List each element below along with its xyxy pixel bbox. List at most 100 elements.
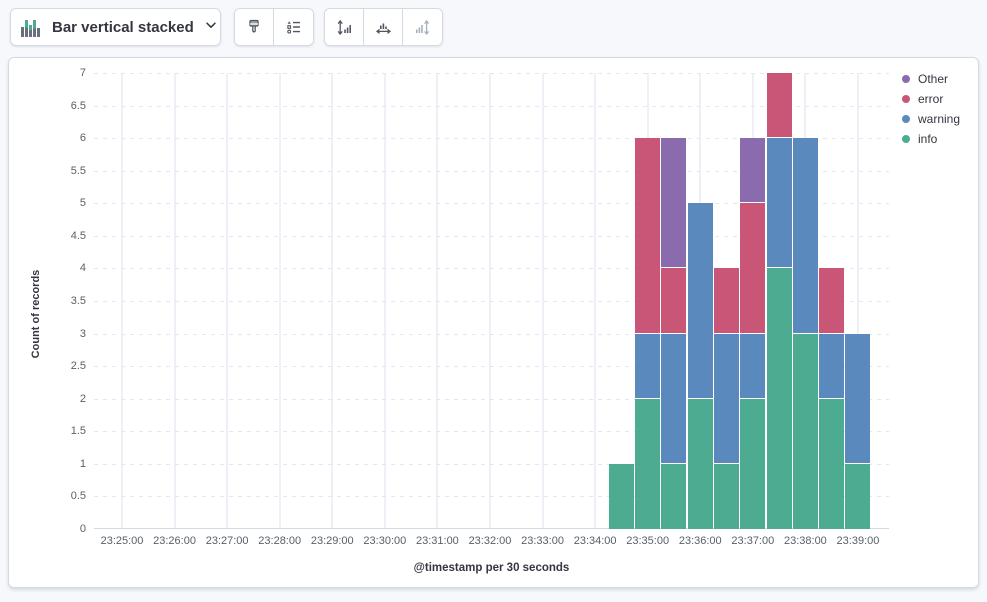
y-tick-label: 5 [79, 197, 86, 210]
y-gridline [94, 235, 889, 237]
legend-list-icon [286, 21, 300, 34]
bar-segment-info[interactable] [635, 398, 661, 529]
y-gridline [94, 463, 889, 465]
bar-segment-Other[interactable] [661, 138, 687, 269]
x-tick-label: 23:33:00 [521, 535, 564, 547]
bar-segment-warning[interactable] [661, 333, 687, 464]
bar-segment-warning[interactable] [635, 333, 661, 399]
y-tick-label: 4 [79, 262, 86, 275]
legend-dot-icon [902, 95, 910, 103]
x-tick-label: 23:34:00 [573, 535, 617, 547]
bar-segment-info[interactable] [687, 398, 713, 529]
bar-segment-error[interactable] [661, 268, 687, 334]
left-axis-button[interactable] [325, 9, 364, 45]
y-gridline [94, 203, 889, 205]
y-tick-label: 2 [79, 392, 86, 405]
x-tick-label: 23:26:00 [153, 535, 196, 547]
legend-item-warning[interactable]: warning [902, 112, 960, 126]
bar-segment-info[interactable] [766, 268, 792, 529]
y-tick-label: 0.5 [70, 490, 86, 503]
bottom-axis-button[interactable] [364, 9, 403, 45]
legend-item-info[interactable]: info [902, 132, 960, 146]
x-tick-label: 23:37:00 [731, 535, 775, 547]
x-tick-label: 23:25:00 [100, 535, 144, 547]
y-gridline [94, 170, 889, 172]
bar-segment-warning[interactable] [845, 333, 871, 464]
bar-segment-info[interactable] [661, 463, 687, 529]
y-tick-label: 7 [79, 67, 86, 79]
bar-segment-error[interactable] [766, 73, 792, 139]
y-gridline [94, 73, 889, 74]
chart-type-dropdown[interactable]: Bar vertical stacked [10, 8, 221, 46]
x-tick-label: 23:27:00 [205, 535, 249, 547]
bar-segment-info[interactable] [845, 463, 871, 529]
chart-plot-area: Count of records @timestamp per 30 secon… [30, 67, 889, 574]
y-tick-label: 0 [79, 523, 86, 535]
legend-label: Other [918, 72, 949, 86]
chart-legend: Other error warning info [902, 72, 960, 146]
bar-segment-warning[interactable] [687, 203, 713, 399]
y-tick-label: 3.5 [70, 295, 86, 307]
y-gridline [94, 333, 889, 335]
y-tick-label: 1 [79, 457, 86, 470]
legend-dot-icon [902, 135, 910, 143]
x-tick-label: 23:39:00 [836, 535, 880, 547]
chart-toolbar: Bar vertical stacked [10, 8, 443, 46]
x-tick-label: 23:32:00 [468, 535, 512, 547]
y-gridline [94, 496, 889, 498]
bar-segment-info[interactable] [819, 398, 845, 529]
bar-segment-info[interactable] [608, 463, 634, 529]
y-tick-label: 2.5 [70, 360, 86, 373]
bar-segment-error[interactable] [714, 268, 740, 334]
y-gridline [94, 398, 889, 400]
axis-left-icon [337, 19, 351, 35]
y-gridline [94, 105, 889, 107]
legend-item-other[interactable]: Other [902, 72, 960, 86]
x-tick-label: 23:29:00 [310, 535, 354, 547]
y-axis-title: Count of records [30, 269, 42, 359]
legend-label: info [918, 132, 938, 146]
y-tick-label: 1.5 [70, 425, 86, 438]
bar-segment-warning[interactable] [766, 138, 792, 269]
y-gridline [94, 301, 889, 302]
visual-options-button[interactable] [235, 9, 274, 45]
y-tick-label: 3 [79, 327, 86, 340]
legend-label: error [918, 92, 944, 106]
bar-segment-warning[interactable] [792, 138, 818, 334]
legend-settings-button[interactable] [274, 9, 313, 45]
bar-segment-error[interactable] [819, 268, 845, 334]
chart-panel: Count of records @timestamp per 30 secon… [8, 57, 979, 588]
legend-label: warning [918, 112, 961, 126]
y-gridline [94, 366, 889, 368]
x-tick-label: 23:35:00 [626, 535, 670, 547]
bar-segment-warning[interactable] [740, 333, 766, 399]
y-tick-label: 6 [79, 132, 86, 145]
bar-segment-error[interactable] [635, 138, 661, 334]
x-tick-label: 23:38:00 [783, 535, 827, 547]
y-tick-label: 6.5 [70, 99, 86, 112]
legend-dot-icon [902, 115, 910, 123]
style-button-group [234, 8, 314, 46]
chart-type-label: Bar vertical stacked [52, 18, 194, 36]
bar-segment-error[interactable] [740, 203, 766, 334]
bar-segment-info[interactable] [792, 333, 818, 529]
bar-segment-warning[interactable] [714, 333, 740, 464]
y-tick-label: 5.5 [70, 164, 86, 177]
right-axis-button [403, 9, 442, 45]
x-axis-title: @timestamp per 30 seconds [413, 562, 570, 574]
bar-vertical-stacked-icon [21, 17, 42, 37]
axis-button-group [324, 8, 443, 46]
bar-segment-warning[interactable] [819, 333, 845, 399]
x-tick-label: 23:36:00 [678, 535, 722, 547]
y-gridline [94, 268, 889, 270]
chevron-down-icon [204, 18, 218, 37]
legend-dot-icon [902, 75, 910, 83]
bar-segment-info[interactable] [714, 463, 740, 529]
x-tick-label: 23:30:00 [363, 535, 407, 547]
brush-icon [249, 19, 259, 33]
axis-right-icon [416, 19, 430, 35]
x-tick-label: 23:31:00 [415, 535, 459, 547]
bar-segment-info[interactable] [740, 398, 766, 529]
legend-item-error[interactable]: error [902, 92, 960, 106]
bar-segment-Other[interactable] [740, 138, 766, 204]
